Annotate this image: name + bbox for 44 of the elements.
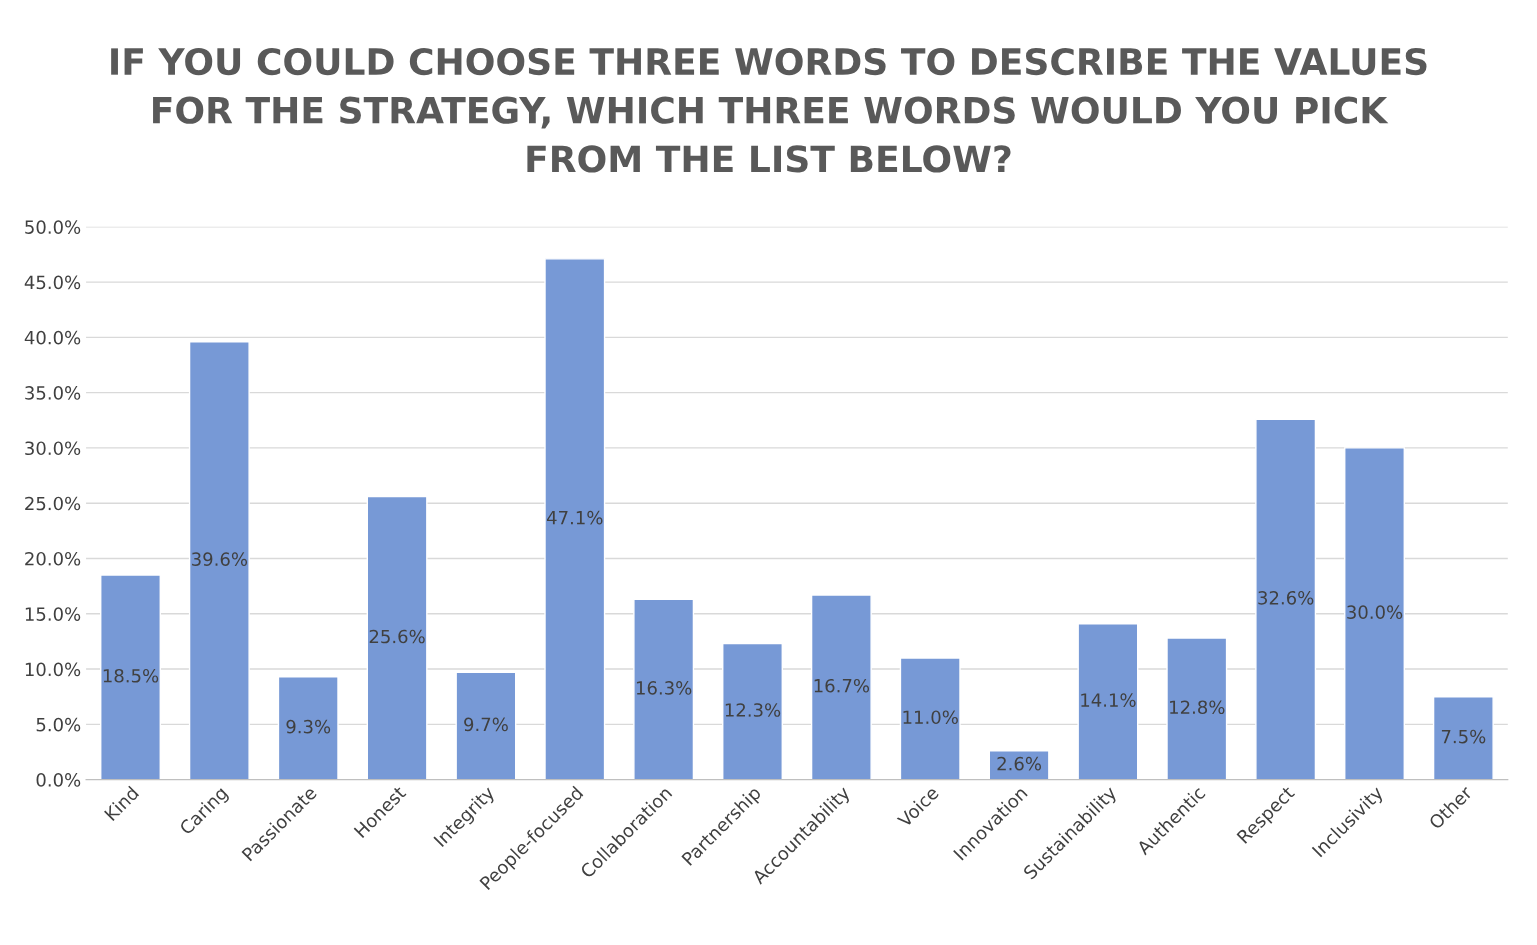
- bar: [810, 594, 872, 780]
- data-label: 7.5%: [1441, 729, 1486, 744]
- bar: [1432, 696, 1494, 780]
- y-tick-label: 45.0%: [24, 275, 81, 290]
- bar: [899, 657, 961, 780]
- data-label: 47.1%: [546, 510, 603, 525]
- bar: [455, 671, 517, 780]
- chart-title: IF YOU COULD CHOOSE THREE WORDS TO DESCRIBE THE VALUES FOR THE STRATEGY, WHICH THREE WORDS WOULD YOU PICK FROM THE LIST BELOW?: [111, 47, 1427, 173]
- y-tick-label: 20.0%: [25, 551, 81, 566]
- data-label: 9.7%: [464, 717, 508, 732]
- data-label: 9.3%: [286, 719, 331, 734]
- data-label: 14.1%: [1081, 693, 1136, 707]
- bar: [100, 574, 161, 780]
- y-tick-label: 30.0%: [25, 441, 81, 456]
- y-tick-label: 40.0%: [24, 330, 81, 345]
- data-label: 16.7%: [814, 678, 870, 693]
- data-label: 30.0%: [1347, 605, 1403, 620]
- data-label: 16.3%: [636, 681, 692, 695]
- y-tick-label: 35.0%: [25, 386, 81, 400]
- data-label: 18.5%: [103, 668, 159, 683]
- bar: [1344, 447, 1405, 780]
- data-label: 12.8%: [1170, 700, 1225, 715]
- y-tick-label: 15.0%: [25, 607, 81, 621]
- bar: [277, 676, 339, 780]
- bar: [1166, 637, 1228, 780]
- data-label: 2.6%: [997, 756, 1042, 771]
- y-tick-label: 50.0%: [25, 220, 81, 234]
- y-tick-label: 0.0%: [36, 773, 81, 787]
- data-label: 39.6%: [192, 552, 248, 566]
- data-label: 32.6%: [1258, 590, 1314, 605]
- y-tick-label: 10.0%: [25, 662, 81, 677]
- y-tick-label: 25.0%: [25, 496, 81, 511]
- bar: [988, 750, 1050, 780]
- data-label: 11.0%: [903, 710, 958, 725]
- bar: [633, 598, 695, 780]
- bar: [1077, 623, 1139, 780]
- data-label: 12.3%: [725, 703, 781, 717]
- data-label: 25.6%: [369, 629, 425, 644]
- bar: [188, 341, 250, 780]
- y-tick-label: 5.0%: [36, 717, 81, 732]
- bar: [366, 495, 428, 780]
- bar: [544, 258, 606, 780]
- bar: [1255, 418, 1317, 780]
- bar: [722, 642, 783, 780]
